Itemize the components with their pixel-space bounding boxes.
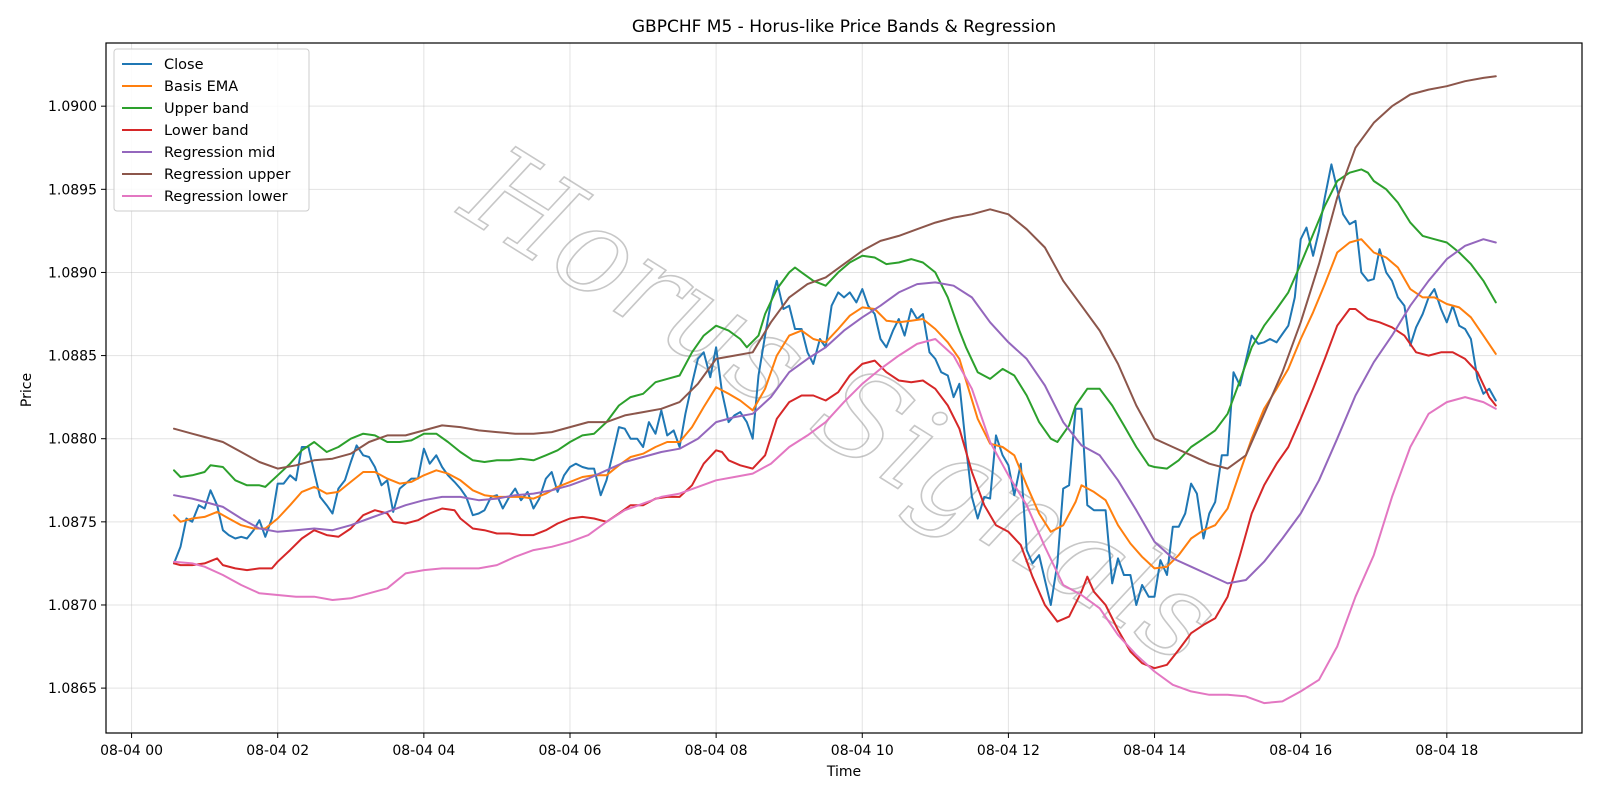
y-axis-label: Price: [19, 373, 35, 407]
x-axis-ticks: 08-04 00 08-04 02 08-04 04 08-04 06 08-04 08…: [100, 733, 1478, 759]
x-tick-label: 08-04 06: [539, 743, 602, 759]
legend: Close Basis EMA Upper band Lower band Regres…: [113, 48, 310, 212]
x-tick-label: 08-04 04: [392, 743, 455, 759]
series-line-regression-mid: [173, 238, 1497, 585]
y-tick-label: 1.0890: [48, 265, 97, 281]
legend-label-regression-mid: Regression mid: [164, 145, 275, 161]
series-line-regression-lower: [173, 338, 1497, 705]
x-tick-label: 08-04 16: [1269, 743, 1332, 759]
legend-label-upper-band: Upper band: [164, 101, 249, 117]
x-tick-label: 08-04 10: [831, 743, 894, 759]
y-tick-label: 1.0900: [48, 99, 97, 115]
plot-area-frame: [105, 42, 1583, 734]
y-tick-label: 1.0895: [48, 182, 97, 198]
x-tick-label: 08-04 00: [100, 743, 163, 759]
grid-lines: [106, 43, 1582, 733]
x-tick-label: 08-04 08: [685, 743, 748, 759]
legend-label-regression-upper: Regression upper: [164, 167, 290, 183]
series-line-regression-upper: [173, 75, 1497, 470]
series-line-upper-band: [173, 168, 1497, 488]
y-tick-label: 1.0875: [48, 515, 97, 531]
x-tick-label: 08-04 14: [1123, 743, 1186, 759]
x-tick-label: 08-04 18: [1415, 743, 1478, 759]
y-axis-ticks: 1.0865 1.0870 1.0875 1.0880 1.0885 1.0890 1.08…: [48, 99, 106, 697]
y-tick-label: 1.0870: [48, 598, 97, 614]
series-line-close: [173, 163, 1497, 606]
legend-label-lower-band: Lower band: [164, 123, 249, 139]
legend-label-basis-ema: Basis EMA: [164, 79, 238, 95]
legend-box: [113, 48, 310, 212]
x-tick-label: 08-04 12: [977, 743, 1040, 759]
legend-label-close: Close: [164, 57, 204, 73]
x-tick-label: 08-04 02: [246, 743, 309, 759]
x-axis-label: Time: [826, 764, 861, 780]
series-line-lower-band: [173, 308, 1497, 670]
y-tick-label: 1.0880: [48, 432, 97, 448]
legend-label-regression-lower: Regression lower: [164, 189, 288, 205]
y-tick-label: 1.0865: [48, 681, 97, 697]
series-lines: [173, 75, 1497, 705]
y-tick-label: 1.0885: [48, 349, 97, 365]
chart-title: GBPCHF M5 - Horus-like Price Bands & Reg…: [632, 17, 1056, 37]
